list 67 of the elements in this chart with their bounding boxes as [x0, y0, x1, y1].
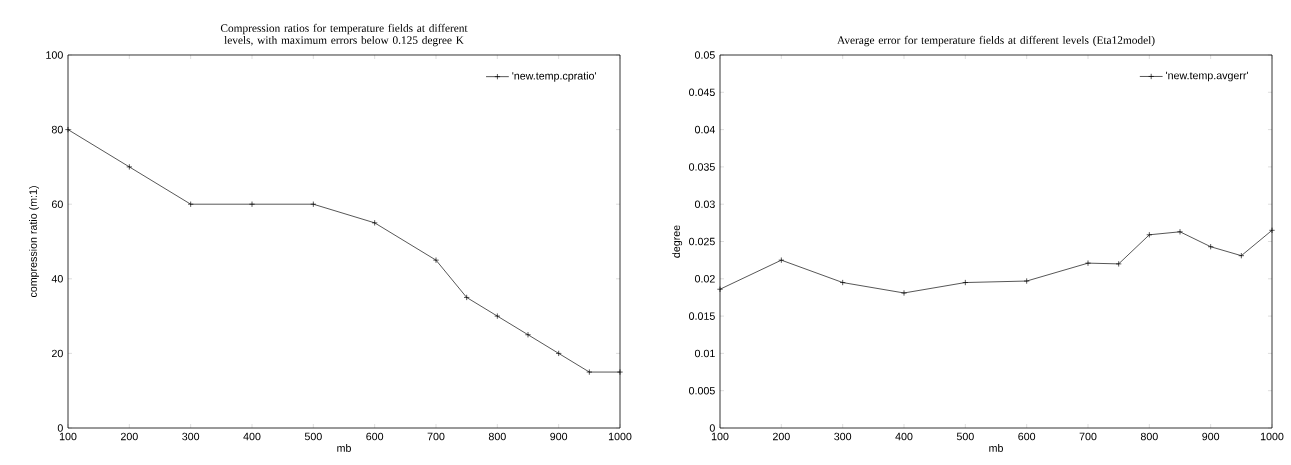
y-tick-label: 0.025 — [689, 237, 715, 246]
x-tick-label: 100 — [711, 432, 729, 441]
x-tick-label: 200 — [772, 432, 790, 441]
point — [1207, 243, 1214, 250]
x-tick-label: 200 — [120, 432, 138, 441]
point — [494, 313, 501, 320]
point — [249, 201, 256, 208]
y-tick-label: 80 — [51, 125, 63, 134]
chart-title: Compression ratios for temperature fields at different levels, with maximum errors below 0.125 degree K — [220, 23, 468, 47]
y-tick-label: 0.04 — [694, 125, 715, 134]
x-tick-label: 400 — [243, 432, 261, 441]
x-tick-label: 1000 — [608, 432, 632, 441]
point — [1115, 260, 1122, 267]
chart-title: Average error for temperature fields at different levels (Eta12model) — [837, 35, 1155, 47]
y-tick-label: 0 — [57, 424, 63, 432]
point — [555, 350, 562, 357]
point — [962, 279, 969, 286]
x-tick-label: 300 — [182, 432, 200, 441]
x-tick-label: 500 — [956, 432, 974, 441]
point — [187, 201, 194, 208]
y-tick-label: 0.05 — [694, 51, 715, 59]
y-tick-label: 60 — [51, 200, 63, 208]
x-tick-label: 1000 — [1260, 432, 1284, 441]
x-tick-label: 500 — [304, 432, 322, 441]
legend-label: 'new.temp.avgerr' — [1166, 71, 1248, 82]
x-tick-label: 300 — [834, 432, 852, 441]
y-tick-label: 0.015 — [689, 312, 715, 320]
legend-label: 'new.temp.cpratio' — [512, 71, 596, 82]
x-axis-title: mb — [989, 444, 1003, 452]
x-tick-label: 400 — [895, 432, 913, 441]
y-tick-label: 0.01 — [694, 349, 715, 358]
x-tick-label: 900 — [550, 432, 568, 441]
y-tick-label: 0.045 — [689, 88, 715, 97]
x-tick-label: 600 — [1018, 432, 1036, 441]
point — [839, 279, 846, 286]
y-tick-label: 20 — [51, 349, 63, 358]
x-tick-label: 700 — [1079, 432, 1097, 441]
point — [371, 219, 378, 226]
point — [126, 163, 133, 170]
x-axis-title: mb — [337, 444, 351, 452]
x-tick-label: 600 — [366, 432, 384, 441]
point — [463, 294, 470, 301]
x-tick-label: 900 — [1202, 432, 1220, 441]
point — [901, 289, 908, 296]
x-tick-label: 800 — [488, 432, 506, 441]
y-axis-title: compression ratio (m:1) — [29, 186, 40, 298]
y-tick-label: 0.03 — [694, 200, 715, 208]
y-tick-label: 40 — [51, 275, 63, 283]
x-tick-label: 100 — [59, 432, 77, 441]
point — [778, 257, 785, 264]
point — [1023, 278, 1030, 285]
point — [1177, 228, 1184, 235]
point — [1085, 260, 1092, 267]
y-tick-label: 0.005 — [689, 386, 715, 395]
point — [586, 369, 593, 376]
y-tick-label: 0.02 — [694, 275, 715, 283]
y-tick-label: 0 — [709, 424, 715, 432]
y-axis-title: degree — [672, 225, 683, 258]
point — [433, 257, 440, 264]
y-tick-label: 0.035 — [689, 163, 715, 171]
point — [1146, 231, 1153, 238]
y-tick-label: 100 — [46, 51, 63, 59]
point — [1238, 252, 1245, 259]
x-tick-label: 800 — [1140, 432, 1158, 441]
x-tick-label: 700 — [427, 432, 445, 441]
point — [525, 331, 532, 338]
point — [310, 201, 317, 208]
